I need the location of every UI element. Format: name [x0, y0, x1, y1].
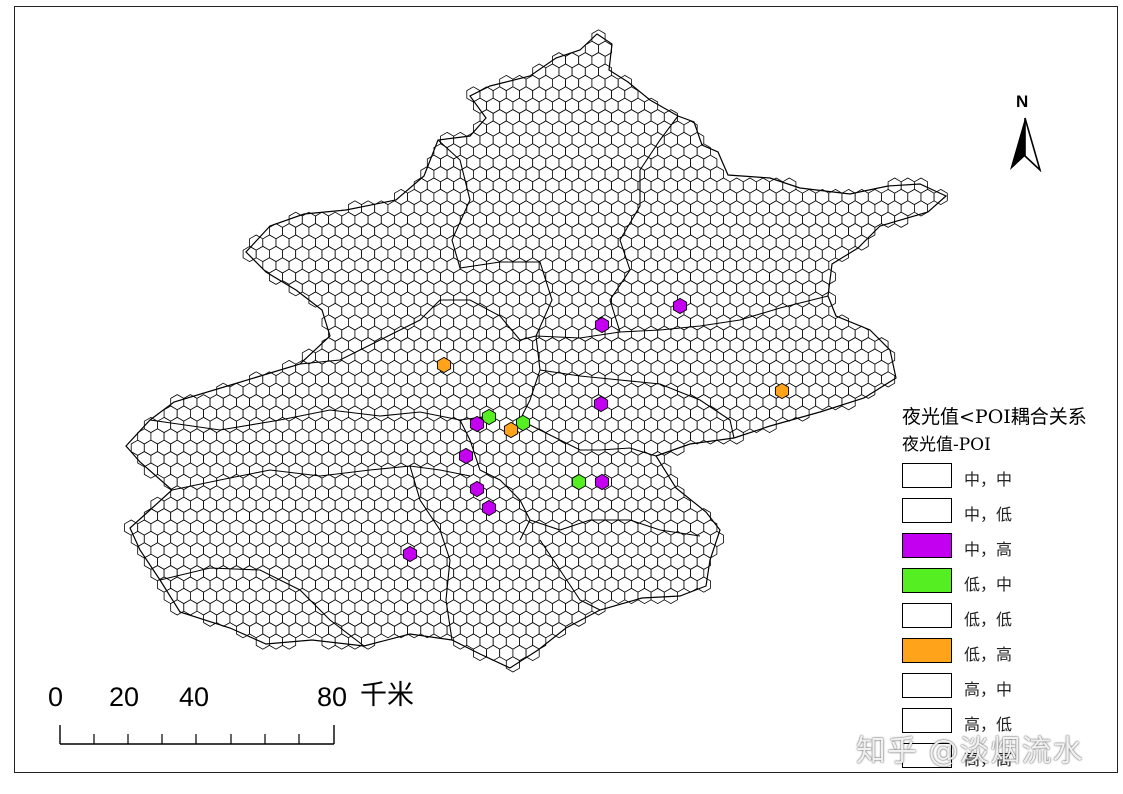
- legend-item-label: 中，高: [964, 540, 1013, 559]
- legend-item: 高，低: [902, 705, 1122, 740]
- legend-swatch: [902, 673, 952, 698]
- district-boundary: [529, 519, 701, 537]
- legend-item: 低，低: [902, 600, 1122, 635]
- legend-item-label: 高，高: [964, 750, 1013, 769]
- legend-swatch: [902, 533, 952, 558]
- hex-cell: [729, 428, 744, 445]
- hex-cell-purple: [458, 447, 474, 465]
- hex-cell-purple: [402, 545, 418, 563]
- district-boundary: [149, 409, 491, 431]
- legend-swatch: [902, 708, 952, 733]
- scale-unit: 千米: [360, 680, 414, 711]
- hex-cell-purple: [593, 395, 609, 413]
- legend-item-label: 低，低: [964, 610, 1013, 629]
- district-boundary: [609, 115, 679, 333]
- hex-cell: [762, 416, 777, 434]
- district-boundary: [519, 419, 657, 457]
- hex-cell-purple: [594, 316, 610, 334]
- hex-cell-purple: [672, 297, 688, 315]
- hex-cell-purple: [481, 499, 497, 517]
- legend-swatch: [902, 638, 952, 663]
- legend-item: 中，低: [902, 495, 1122, 530]
- legend-item-label: 低，中: [964, 575, 1013, 594]
- region-outline: [125, 33, 948, 669]
- hex-cell-purple: [594, 473, 610, 491]
- district-boundary: [539, 369, 735, 439]
- legend-item: 低，中: [902, 565, 1122, 600]
- legend-subtitle: 夜光值-POI: [902, 435, 991, 455]
- scale-label-80: 80: [317, 682, 348, 712]
- legend-swatch: [902, 463, 952, 488]
- hex-cell-orange: [503, 421, 519, 439]
- district-boundary: [299, 299, 537, 365]
- district-boundary: [539, 539, 601, 611]
- district-boundary: [535, 295, 829, 339]
- hex-cell: [835, 245, 849, 263]
- hex-cell: [854, 234, 869, 251]
- north-label: N: [1016, 92, 1029, 111]
- watermark: 知乎 @淡烟流水: [856, 734, 1084, 769]
- legend-item: 中，中: [902, 460, 1122, 495]
- hex-cell-orange: [436, 356, 452, 374]
- hex-cell: [861, 382, 876, 399]
- district-boundary: [159, 567, 365, 647]
- legend-items: 中，中 中，低 中，高 低，中 低，低 低，高 高，中 高，低 高，高: [902, 460, 1122, 775]
- scale-label-0: 0: [48, 682, 64, 712]
- scale-label-40: 40: [179, 682, 210, 712]
- hex-cell-green: [515, 414, 531, 432]
- coupling-cells: [402, 297, 790, 563]
- legend-item-label: 低，高: [964, 645, 1013, 664]
- hex-cell-green: [481, 408, 497, 426]
- legend-item-label: 中，中: [964, 470, 1013, 489]
- hex-cell: [591, 599, 606, 616]
- district-boundary: [437, 139, 553, 421]
- legend-item: 低，高: [902, 635, 1122, 670]
- legend-item: 高，中: [902, 670, 1122, 705]
- legend-item: 高，高: [902, 740, 1122, 775]
- legend: 夜光值<POI耦合关系 夜光值-POI 中，中 中，低 中，高 低，中 低，低 …: [902, 408, 1122, 775]
- hex-cell-green: [571, 473, 587, 491]
- hex-cell-purple: [469, 415, 485, 433]
- district-boundary: [171, 465, 471, 491]
- legend-swatch: [902, 603, 952, 628]
- hex-cell-orange: [774, 382, 790, 400]
- hex-cell: [914, 200, 928, 217]
- hex-cell: [841, 394, 856, 411]
- district-boundaries: [149, 115, 829, 647]
- legend-swatch: [902, 743, 952, 768]
- legend-swatch: [902, 568, 952, 593]
- legend-item-label: 高，低: [964, 715, 1013, 734]
- legend-item: 中，高: [902, 530, 1122, 565]
- hex-cell-purple: [469, 480, 485, 498]
- hex-cell: [552, 622, 566, 639]
- legend-swatch: [902, 498, 952, 523]
- legend-title: 夜光值<POI耦合关系: [902, 406, 1087, 428]
- hex-cell: [881, 371, 896, 388]
- legend-item-label: 高，中: [964, 680, 1013, 699]
- legend-item-label: 中，低: [964, 505, 1013, 524]
- hex-cell: [933, 188, 948, 206]
- scale-label-20: 20: [109, 682, 140, 712]
- district-boundary: [409, 465, 453, 641]
- north-arrow-icon: [1010, 117, 1042, 172]
